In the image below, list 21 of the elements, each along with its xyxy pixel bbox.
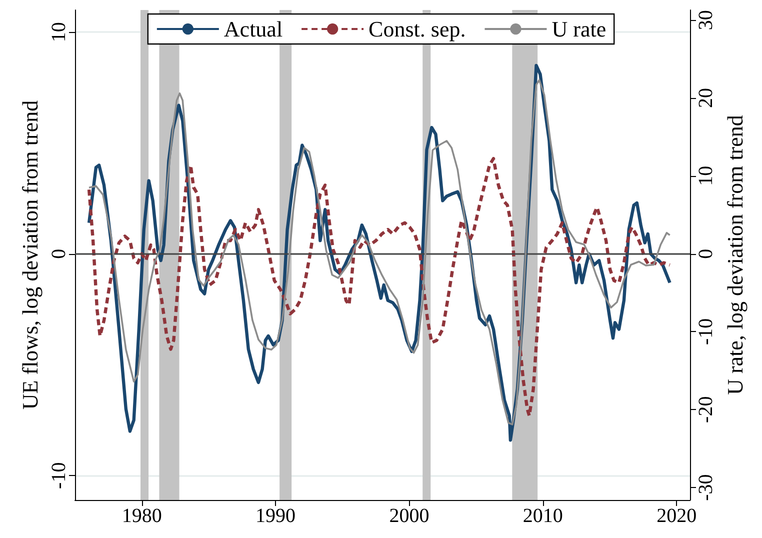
x-tick-label: 2010 [522,505,563,527]
x-tick-label: 1990 [256,505,296,527]
y-tick-label: 10 [48,22,70,42]
y-tick-label: -10 [48,462,70,489]
y2-tick-label: 10 [695,166,717,186]
y-tick-label: 0 [48,248,70,259]
x-tick-label: 1980 [122,505,162,527]
y2-tick-label: 30 [695,10,717,30]
legend-label: Actual [224,16,283,42]
y2-axis-title: U rate, log deviation from trend [722,115,748,395]
x-tick-label: 2000 [389,505,430,527]
line-series [87,156,672,418]
y-axis-title: UE flows, log deviation from trend [18,100,42,410]
legend-label: U rate [552,16,606,42]
y2-tick-label: 20 [695,88,717,108]
legend-label: Const. sep. [368,16,466,42]
y2-tick-label: 0 [695,248,717,259]
y2-tick-label: -10 [695,318,717,346]
y2-tick-label: -30 [695,474,717,501]
x-tick-label: 2020 [656,505,697,527]
y2-tick-label: -20 [695,396,717,423]
